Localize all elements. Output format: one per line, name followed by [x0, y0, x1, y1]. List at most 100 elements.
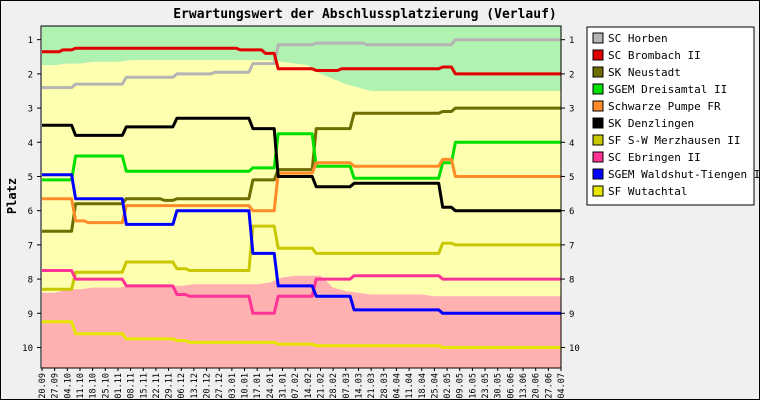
- legend-label: SGEM Dreisamtal II: [608, 83, 727, 96]
- band-0: [42, 26, 561, 91]
- x-tick-label: 21.03: [367, 373, 377, 399]
- legend-swatch: [592, 185, 604, 197]
- y-tick-right-label: 3: [569, 105, 574, 115]
- legend-swatch: [592, 117, 604, 129]
- legend-swatch: [592, 151, 604, 163]
- x-tick-label: 11.10: [76, 373, 86, 399]
- x-tick-label: 18.10: [89, 373, 99, 399]
- x-tick-label: 20.09: [38, 373, 48, 399]
- x-tick-label: 07.03: [342, 373, 352, 399]
- probability-bands: [42, 26, 561, 368]
- y-tick-left-label: 5: [28, 173, 33, 183]
- x-tick-label: 27.09: [51, 373, 61, 399]
- chart-title: Erwartungswert der Abschlussplatzierung …: [173, 7, 557, 22]
- series-line-7: [42, 269, 561, 315]
- legend-swatch: [592, 83, 604, 95]
- legend-swatch: [592, 134, 604, 146]
- x-tick-label: 13.12: [190, 373, 200, 399]
- y-tick-right-label: 5: [569, 173, 574, 183]
- y-tick-left-label: 2: [28, 70, 33, 80]
- x-tick-label: 20.12: [203, 373, 213, 399]
- x-tick-label: 28.02: [329, 373, 339, 399]
- x-tick-label: 04.04: [392, 373, 402, 399]
- y-ticks-left: 1 2 3 4 5 6 7 8 9 10: [22, 36, 41, 354]
- x-tick-label: 04.07: [557, 373, 567, 399]
- legend-label: SF S-W Merzhausen II: [608, 134, 740, 147]
- y-tick-left-label: 7: [28, 241, 33, 251]
- y-tick-right-label: 2: [569, 70, 574, 80]
- y-tick-left-label: 8: [28, 276, 33, 286]
- legend-swatch: [592, 49, 604, 61]
- band-1: [42, 60, 561, 297]
- legend-label: SC Brombach II: [608, 49, 701, 62]
- y-tick-right-label: 4: [569, 139, 574, 149]
- x-tick-label: 20.06: [532, 373, 542, 399]
- y-tick-right-label: 8: [569, 276, 574, 286]
- series-line-9: [42, 320, 561, 349]
- x-tick-label: 06.06: [506, 373, 516, 399]
- x-tick-label: 03.01: [228, 373, 238, 399]
- series-line-6: [42, 224, 561, 291]
- y-tick-left-label: 6: [28, 207, 33, 217]
- x-tick-label: 14.03: [355, 373, 365, 399]
- series-lines: [42, 38, 561, 349]
- x-tick-label: 06.12: [177, 373, 187, 399]
- x-tick-label: 30.05: [494, 373, 504, 399]
- x-tick-label: 17.01: [253, 373, 263, 399]
- x-tick-label: 14.02: [304, 373, 314, 399]
- legend-swatch: [592, 66, 604, 78]
- x-tick-label: 27.12: [215, 373, 225, 399]
- series-line-5: [42, 116, 561, 213]
- x-tick-label: 01.11: [114, 373, 124, 399]
- legend-label: SF Wutachtal: [608, 185, 687, 198]
- x-tick-label: 10.01: [241, 373, 251, 399]
- x-tick-label: 24.01: [266, 373, 276, 399]
- series-line-0: [42, 38, 561, 90]
- series-line-2: [42, 106, 561, 233]
- y-ticks-right: 1 2 3 4 5 6 7 8 9 10: [561, 36, 580, 354]
- legend-label: SC Horben: [608, 32, 668, 45]
- x-tick-label: 25.10: [101, 373, 111, 399]
- y-tick-left-label: 9: [28, 310, 33, 320]
- x-tick-label: 11.04: [405, 373, 415, 399]
- x-tick-label: 21.02: [317, 373, 327, 399]
- x-tick-label: 22.11: [152, 373, 162, 399]
- y-tick-right-label: 9: [569, 310, 574, 320]
- x-tick-label: 31.01: [279, 373, 289, 399]
- x-tick-label: 04.10: [63, 373, 73, 399]
- plot-border: [40, 25, 562, 369]
- y-tick-left-label: 4: [28, 139, 33, 149]
- x-ticks: 20.09 27.09 04.10 11.10 18.10 25.10 01.11 08.11…: [38, 368, 567, 399]
- x-tick-label: 07.02: [291, 373, 301, 399]
- x-tick-label: 09.05: [456, 373, 466, 399]
- y-tick-right-label: 6: [569, 207, 574, 217]
- series-line-8: [42, 173, 561, 315]
- x-tick-label: 02.05: [443, 373, 453, 399]
- x-tick-label: 23.05: [481, 373, 491, 399]
- x-tick-label: 13.06: [519, 373, 529, 399]
- x-tick-label: 27.06: [544, 373, 554, 399]
- y-tick-right-label: 1: [569, 36, 574, 46]
- legend-swatch: [592, 168, 604, 180]
- x-tick-label: 28.03: [380, 373, 390, 399]
- legend-label: Schwarze Pumpe FR: [608, 100, 721, 113]
- y-tick-left-label: 10: [22, 344, 33, 354]
- x-tick-label: 15.11: [139, 373, 149, 399]
- y-tick-left-label: 1: [28, 36, 33, 46]
- x-tick-label: 25.04: [430, 373, 440, 399]
- legend-label: SGEM Waldshut-Tiengen II: [608, 168, 760, 181]
- series-line-3: [42, 132, 561, 182]
- legend: SC Horben SC Brombach II SK Neustadt SGEM D…: [586, 26, 760, 206]
- y-axis-label: Platz: [5, 178, 19, 214]
- y-tick-left-label: 3: [28, 105, 33, 115]
- x-tick-label: 08.11: [127, 373, 137, 399]
- legend-label: SC Ebringen II: [608, 151, 701, 164]
- y-tick-right-label: 7: [569, 241, 574, 251]
- legend-label: SK Neustadt: [608, 66, 681, 79]
- series-line-4: [42, 157, 561, 225]
- legend-swatch: [592, 100, 604, 112]
- series-line-1: [42, 46, 561, 76]
- x-tick-label: 18.04: [418, 373, 428, 399]
- y-tick-right-label: 10: [569, 344, 580, 354]
